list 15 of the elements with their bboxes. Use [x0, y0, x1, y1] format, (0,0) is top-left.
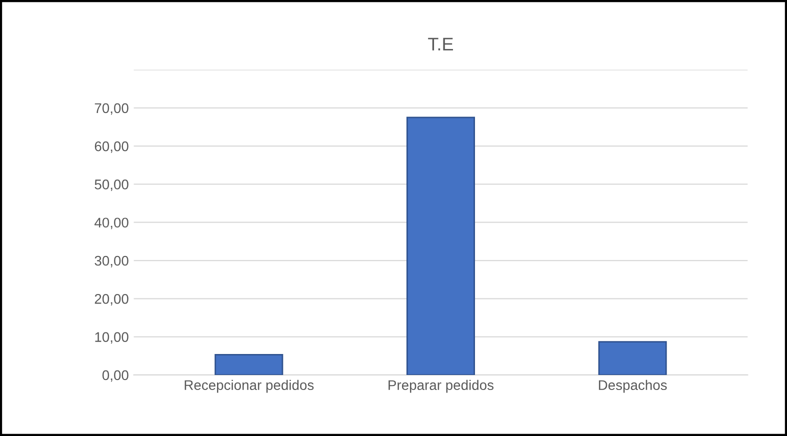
bar [406, 116, 475, 375]
x-tick-label: Preparar pedidos [388, 380, 494, 393]
y-tick-label: 30,00 [94, 256, 128, 268]
y-tick-label: 50,00 [94, 180, 128, 192]
y-tick-label: 0,00 [102, 370, 128, 382]
x-tick-label: Recepcionar pedidos [184, 380, 314, 393]
x-tick-label: Despachos [598, 380, 667, 393]
bar [598, 341, 667, 375]
y-tick-label: 60,00 [94, 141, 128, 153]
chart-title: T.E [428, 38, 453, 50]
y-tick-label: 40,00 [94, 218, 128, 230]
y-tick-label: 70,00 [94, 103, 128, 115]
bar [214, 354, 284, 375]
y-tick-label: 20,00 [94, 294, 128, 306]
y-tick-label: 10,00 [95, 332, 128, 344]
